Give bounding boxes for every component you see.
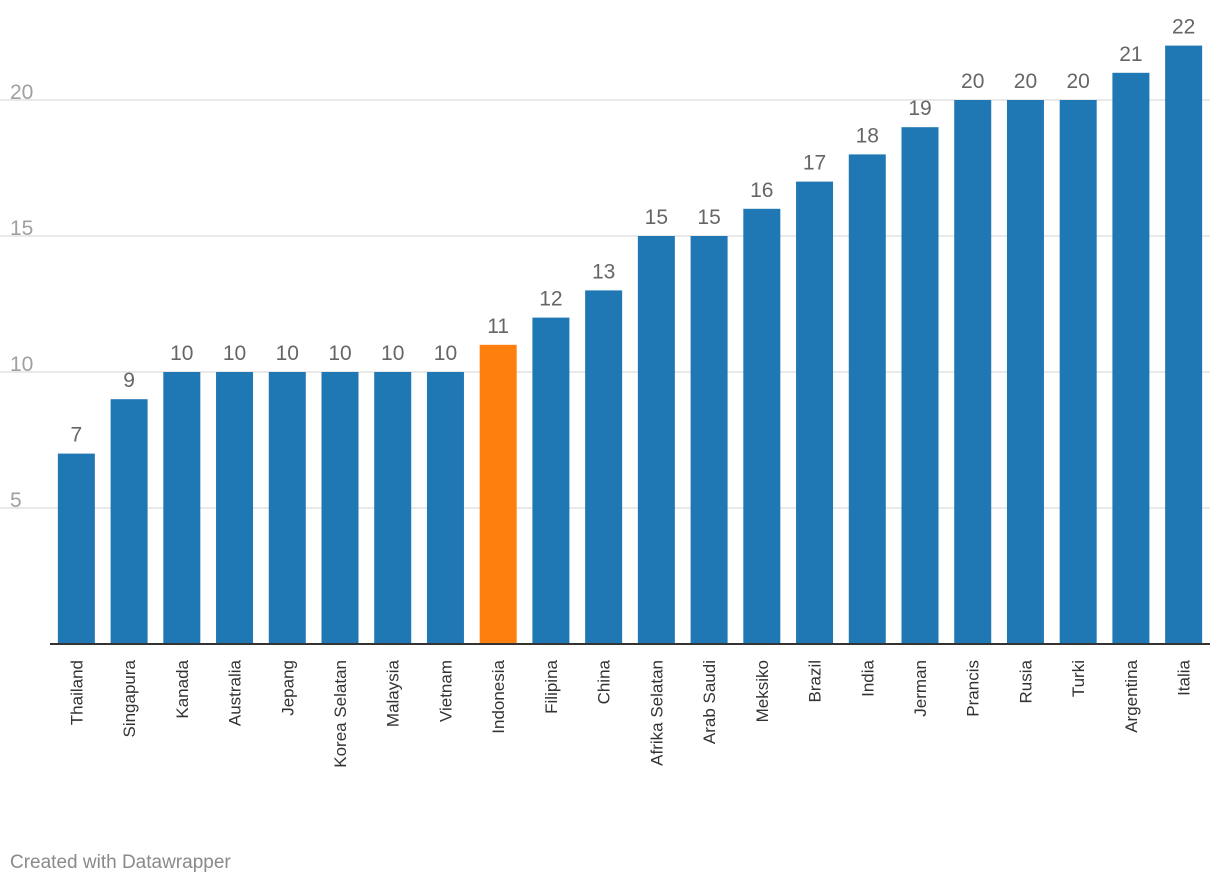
- bar: [110, 399, 148, 644]
- footer-credit: Created with Datawrapper: [10, 852, 231, 873]
- x-tick-label: Rusia: [1016, 659, 1035, 703]
- bar: [426, 372, 464, 644]
- value-label: 10: [170, 342, 193, 365]
- x-tick-label: Turki: [1069, 660, 1088, 697]
- x-tick-label: Korea Selatan: [331, 660, 350, 768]
- value-label: 20: [961, 70, 984, 93]
- x-tick-label: Arab Saudi: [700, 660, 719, 744]
- x-tick-label: Filipina: [542, 659, 561, 713]
- bar: [585, 290, 623, 644]
- y-tick-label: 10: [10, 353, 33, 376]
- bars: [57, 45, 1203, 645]
- x-tick-label: Jepang: [278, 660, 297, 716]
- value-label: 12: [539, 288, 562, 311]
- x-tick-label: Jerman: [911, 660, 930, 717]
- value-label: 13: [592, 260, 615, 283]
- bar: [848, 154, 886, 644]
- y-tick-label: 20: [10, 81, 33, 104]
- value-label: 9: [123, 369, 135, 392]
- bar: [1112, 72, 1150, 645]
- bar: [163, 372, 201, 644]
- x-tick-label: Singapura: [120, 659, 139, 737]
- x-tick-label: Thailand: [67, 660, 86, 725]
- x-tick-label: India: [858, 659, 877, 696]
- bar: [321, 372, 359, 644]
- bar: [637, 236, 675, 644]
- value-label: 16: [750, 179, 773, 202]
- bar: [690, 236, 728, 644]
- x-tick-label: Meksiko: [753, 660, 772, 722]
- value-label: 18: [856, 124, 879, 147]
- y-tick-label: 15: [10, 217, 33, 240]
- x-tick-label: Indonesia: [489, 659, 508, 733]
- value-label: 15: [645, 206, 668, 229]
- bar: [268, 372, 306, 644]
- x-tick-label: Australia: [226, 659, 245, 726]
- bar: [1006, 100, 1044, 644]
- bar: [901, 127, 939, 644]
- value-label: 19: [908, 97, 931, 120]
- value-label: 22: [1172, 16, 1195, 39]
- x-tick-label: Italia: [1175, 659, 1194, 695]
- x-tick-label: Afrika Selatan: [647, 660, 666, 766]
- value-label: 10: [381, 342, 404, 365]
- value-label: 10: [276, 342, 299, 365]
- category-labels: Thailand Singapura Kanada Australia Jepang Ko…: [67, 659, 1193, 767]
- value-label: 15: [697, 206, 720, 229]
- value-label: 10: [223, 342, 246, 365]
- value-labels: 7 9 10 10 10 10 10 10 11 12 13 15 15 16 17 18 19 20 20 20 21…: [71, 16, 1196, 447]
- x-tick-label: China: [595, 659, 614, 704]
- value-label: 10: [434, 342, 457, 365]
- x-tick-label: Kanada: [173, 659, 192, 718]
- bar: [216, 372, 254, 644]
- x-tick-label: Malaysia: [384, 659, 403, 727]
- value-label: 11: [487, 315, 509, 338]
- bar: [532, 317, 570, 644]
- bar: [1165, 45, 1203, 645]
- x-tick-label: Brazil: [806, 660, 825, 703]
- value-label: 17: [803, 152, 826, 175]
- value-label: 20: [1067, 70, 1090, 93]
- value-label: 10: [328, 342, 351, 365]
- bar-chart: 5 10 15 20 7 9 10 10 10 10 10 10 11 12 13 15 15 16 17 18 19…: [0, 16, 1210, 768]
- value-label: 20: [1014, 70, 1037, 93]
- x-tick-label: Argentina: [1122, 659, 1141, 732]
- value-label: 21: [1119, 43, 1142, 66]
- y-tick-label: 5: [10, 489, 22, 512]
- bar: [954, 100, 992, 644]
- x-tick-label: Prancis: [964, 660, 983, 717]
- bar: [374, 372, 412, 644]
- bar: [57, 453, 95, 644]
- bar: [479, 344, 517, 644]
- bar: [1059, 100, 1097, 644]
- bar: [796, 181, 834, 644]
- bar: [743, 208, 781, 645]
- x-tick-label: Vietnam: [436, 660, 455, 722]
- value-label: 7: [71, 424, 83, 447]
